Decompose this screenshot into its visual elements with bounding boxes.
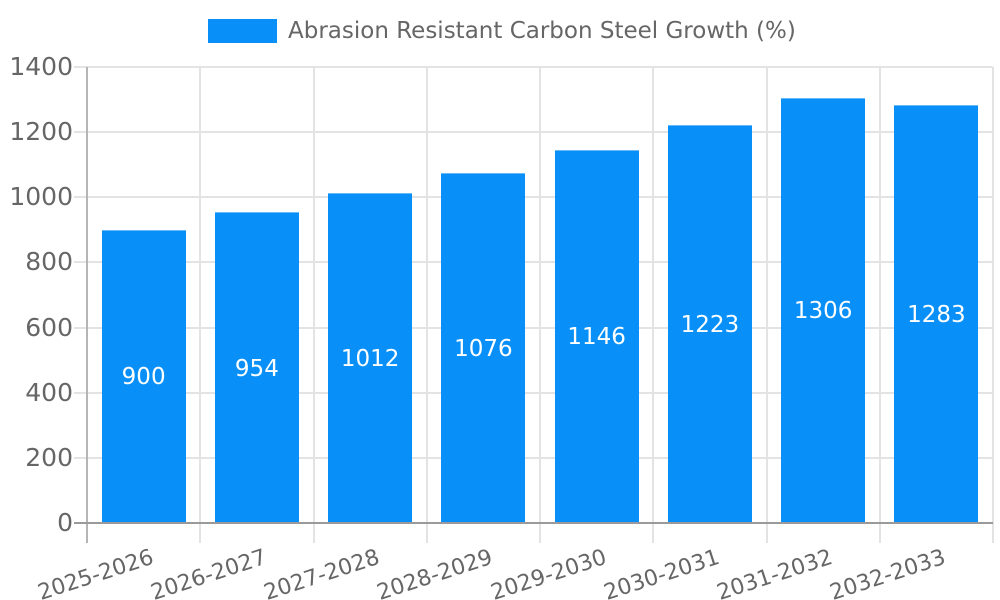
v-gridline bbox=[539, 67, 541, 543]
bar-value-label: 1012 bbox=[340, 346, 400, 373]
h-gridline bbox=[74, 391, 993, 394]
bar-value-label: 1076 bbox=[454, 335, 513, 362]
v-gridline bbox=[765, 67, 768, 543]
bar[interactable]: 1146 bbox=[554, 149, 639, 524]
y-axis-tick-label: 1400 bbox=[9, 52, 73, 81]
h-gridline bbox=[74, 66, 993, 68]
bar[interactable]: 1306 bbox=[781, 97, 866, 524]
bar[interactable]: 1012 bbox=[328, 193, 413, 524]
bar-value-label: 900 bbox=[121, 364, 166, 391]
bar[interactable]: 1283 bbox=[894, 105, 979, 524]
y-axis-tick-label: 600 bbox=[25, 312, 73, 342]
y-axis-tick-label: 0 bbox=[57, 508, 73, 537]
h-gridline bbox=[74, 131, 993, 134]
legend[interactable]: Abrasion Resistant Carbon Steel Growth (… bbox=[208, 19, 796, 43]
bar-value-label: 954 bbox=[234, 355, 279, 382]
bar[interactable]: 1223 bbox=[667, 124, 752, 524]
bar-value-label: 1283 bbox=[907, 302, 966, 329]
h-gridline bbox=[74, 326, 993, 329]
v-gridline bbox=[425, 67, 428, 543]
v-gridline bbox=[878, 67, 881, 543]
v-gridline bbox=[652, 67, 655, 543]
y-axis-tick-label: 200 bbox=[25, 442, 73, 472]
y-axis-tick-label: 1000 bbox=[9, 182, 73, 212]
y-axis-tick-label: 800 bbox=[25, 247, 73, 277]
bar[interactable]: 1076 bbox=[441, 172, 526, 524]
legend-swatch[interactable] bbox=[208, 19, 277, 43]
y-axis-tick-label: 1200 bbox=[9, 117, 73, 147]
h-gridline bbox=[74, 456, 993, 459]
bar[interactable]: 954 bbox=[214, 212, 299, 524]
legend-label: Abrasion Resistant Carbon Steel Growth (… bbox=[288, 18, 796, 44]
bar-value-label: 1306 bbox=[793, 298, 853, 325]
x-axis-baseline bbox=[74, 522, 993, 524]
y-axis-tick-label: 400 bbox=[25, 377, 73, 407]
v-gridline bbox=[199, 67, 202, 543]
v-gridline bbox=[312, 67, 315, 543]
h-gridline bbox=[74, 261, 993, 264]
bar[interactable]: 900 bbox=[101, 229, 186, 524]
y-axis-line bbox=[86, 67, 88, 543]
v-gridline bbox=[992, 67, 994, 543]
h-gridline bbox=[74, 196, 993, 199]
bar-value-label: 1146 bbox=[567, 324, 626, 351]
bar-value-label: 1223 bbox=[680, 311, 740, 338]
